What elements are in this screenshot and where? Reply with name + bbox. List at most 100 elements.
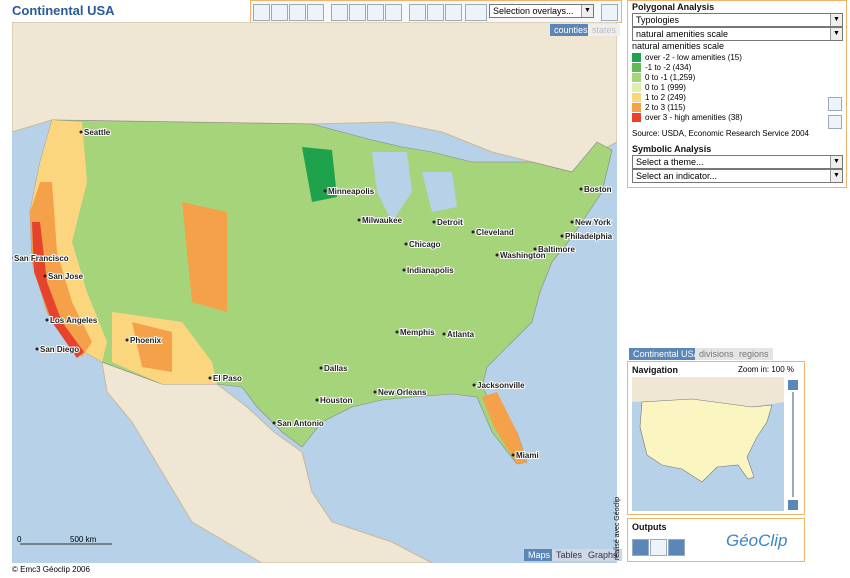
analysis-panel: Polygonal Analysis Typologies natural am… bbox=[627, 0, 847, 188]
arizona bbox=[132, 322, 172, 372]
style-button[interactable] bbox=[828, 115, 842, 129]
tool-select[interactable] bbox=[409, 4, 426, 21]
legend-label: over -2 - low amenities (15) bbox=[645, 53, 742, 62]
city-label: Boston bbox=[584, 185, 612, 194]
indicator-select[interactable]: Select an indicator... bbox=[632, 169, 843, 183]
minnesota bbox=[302, 147, 337, 202]
legend-item: 1 to 2 (249) bbox=[632, 93, 832, 103]
city-dot bbox=[471, 230, 475, 234]
scale-label: 500 km bbox=[70, 535, 97, 544]
legend-swatch bbox=[632, 53, 641, 62]
legend-item: 0 to -1 (1,259) bbox=[632, 73, 832, 83]
tool-info[interactable] bbox=[331, 4, 348, 21]
city-label: Miami bbox=[516, 451, 539, 460]
legend-swatch bbox=[632, 113, 641, 122]
legend-item: over -2 - low amenities (15) bbox=[632, 53, 832, 63]
source: Source: USDA, Economic Research Service … bbox=[632, 129, 809, 138]
credit: réalisé avec Géoclip bbox=[614, 496, 621, 560]
legend-label: 0 to 1 (999) bbox=[645, 83, 686, 92]
zoom-level: Zoom in: 100 % bbox=[738, 365, 795, 374]
zoom-out[interactable] bbox=[788, 380, 798, 390]
tool-save[interactable] bbox=[367, 4, 384, 21]
close-button[interactable] bbox=[668, 539, 685, 556]
toolbar: Selection overlays... bbox=[250, 0, 622, 23]
nav-tab[interactable]: Continental USA bbox=[629, 348, 704, 360]
tool-zoom[interactable] bbox=[253, 4, 270, 21]
nav-tab[interactable]: regions bbox=[735, 348, 773, 360]
layer-tab[interactable]: states bbox=[588, 24, 621, 36]
outputs-title: Outputs bbox=[632, 522, 667, 532]
city-dot bbox=[404, 242, 408, 246]
city-label: Indianapolis bbox=[407, 266, 454, 275]
city-label: Dallas bbox=[324, 364, 348, 373]
city-dot bbox=[125, 338, 129, 342]
city-label: Atlanta bbox=[447, 330, 475, 339]
tool-view[interactable] bbox=[307, 4, 324, 21]
indicator-select[interactable]: natural amenities scale bbox=[632, 27, 843, 41]
city-dot bbox=[323, 189, 327, 193]
city-dot bbox=[43, 274, 47, 278]
nav-tab[interactable]: divisions bbox=[695, 348, 738, 360]
tool-lasso[interactable] bbox=[427, 4, 444, 21]
tool-open[interactable] bbox=[349, 4, 366, 21]
mexico bbox=[101, 361, 433, 563]
city-label: El Paso bbox=[213, 374, 242, 383]
city-dot bbox=[315, 398, 319, 402]
rockies bbox=[182, 202, 227, 312]
legend-title: natural amenities scale bbox=[632, 41, 725, 51]
theme-select[interactable]: Select a theme... bbox=[632, 155, 843, 169]
city-label: Phoenix bbox=[130, 336, 162, 345]
legend-swatch bbox=[632, 63, 641, 72]
tool-pan[interactable] bbox=[271, 4, 288, 21]
view-tab[interactable]: Maps bbox=[524, 549, 555, 561]
city-label: Washington bbox=[500, 251, 546, 260]
overlay-select[interactable]: Selection overlays... bbox=[489, 4, 594, 18]
layer-tab[interactable]: counties bbox=[550, 24, 592, 36]
typology-select[interactable]: Typologies bbox=[632, 13, 843, 27]
legend-swatch bbox=[632, 103, 641, 112]
logo: GéoClip bbox=[726, 531, 788, 550]
overview-map bbox=[632, 377, 784, 511]
city-dot bbox=[12, 256, 13, 260]
city-label: San Diego bbox=[40, 345, 79, 354]
tool-clear[interactable] bbox=[601, 4, 618, 21]
zoom-in[interactable] bbox=[788, 500, 798, 510]
city-dot bbox=[442, 332, 446, 336]
city-label: New Orleans bbox=[378, 388, 427, 397]
section-title: Symbolic Analysis bbox=[632, 144, 712, 154]
legend-item: over 3 - high amenities (38) bbox=[632, 113, 832, 123]
tool-table[interactable] bbox=[385, 4, 402, 21]
view-tab[interactable]: Tables bbox=[552, 549, 587, 561]
map: Seattle Minneapolis Milwaukee Detroit Boston… bbox=[12, 22, 617, 563]
legend-label: over 3 - high amenities (38) bbox=[645, 113, 743, 122]
city-dot bbox=[319, 366, 323, 370]
scale-label: 0 bbox=[17, 535, 22, 544]
legend-label: 2 to 3 (115) bbox=[645, 103, 686, 112]
copyright: © Emc3 Géoclip 2006 bbox=[12, 565, 90, 574]
city-label: New York bbox=[575, 218, 611, 227]
tool-extent[interactable] bbox=[289, 4, 306, 21]
city-dot bbox=[272, 421, 276, 425]
city-label: Los Angeles bbox=[50, 316, 98, 325]
title: Continental USA bbox=[12, 3, 115, 18]
tool-wms[interactable] bbox=[465, 4, 487, 21]
tool-points[interactable] bbox=[445, 4, 462, 21]
edit-button[interactable] bbox=[828, 97, 842, 111]
california-high bbox=[30, 182, 92, 357]
zoom-slider[interactable] bbox=[792, 392, 794, 497]
view-tab[interactable]: Graphs bbox=[584, 549, 622, 561]
city-label: Baltimore bbox=[538, 245, 575, 254]
city-dot bbox=[495, 253, 499, 257]
city-dot bbox=[79, 130, 83, 134]
legend-item: -1 to -2 (434) bbox=[632, 63, 832, 73]
city-dot bbox=[472, 383, 476, 387]
city-dot bbox=[533, 247, 537, 251]
help-button[interactable] bbox=[632, 539, 649, 556]
overview-usa bbox=[639, 398, 773, 483]
city-label: Milwaukee bbox=[362, 216, 403, 225]
city-label: Seattle bbox=[84, 128, 111, 137]
print-button[interactable] bbox=[650, 539, 667, 556]
city-label: San Jose bbox=[48, 272, 84, 281]
legend-label: -1 to -2 (434) bbox=[645, 63, 692, 72]
